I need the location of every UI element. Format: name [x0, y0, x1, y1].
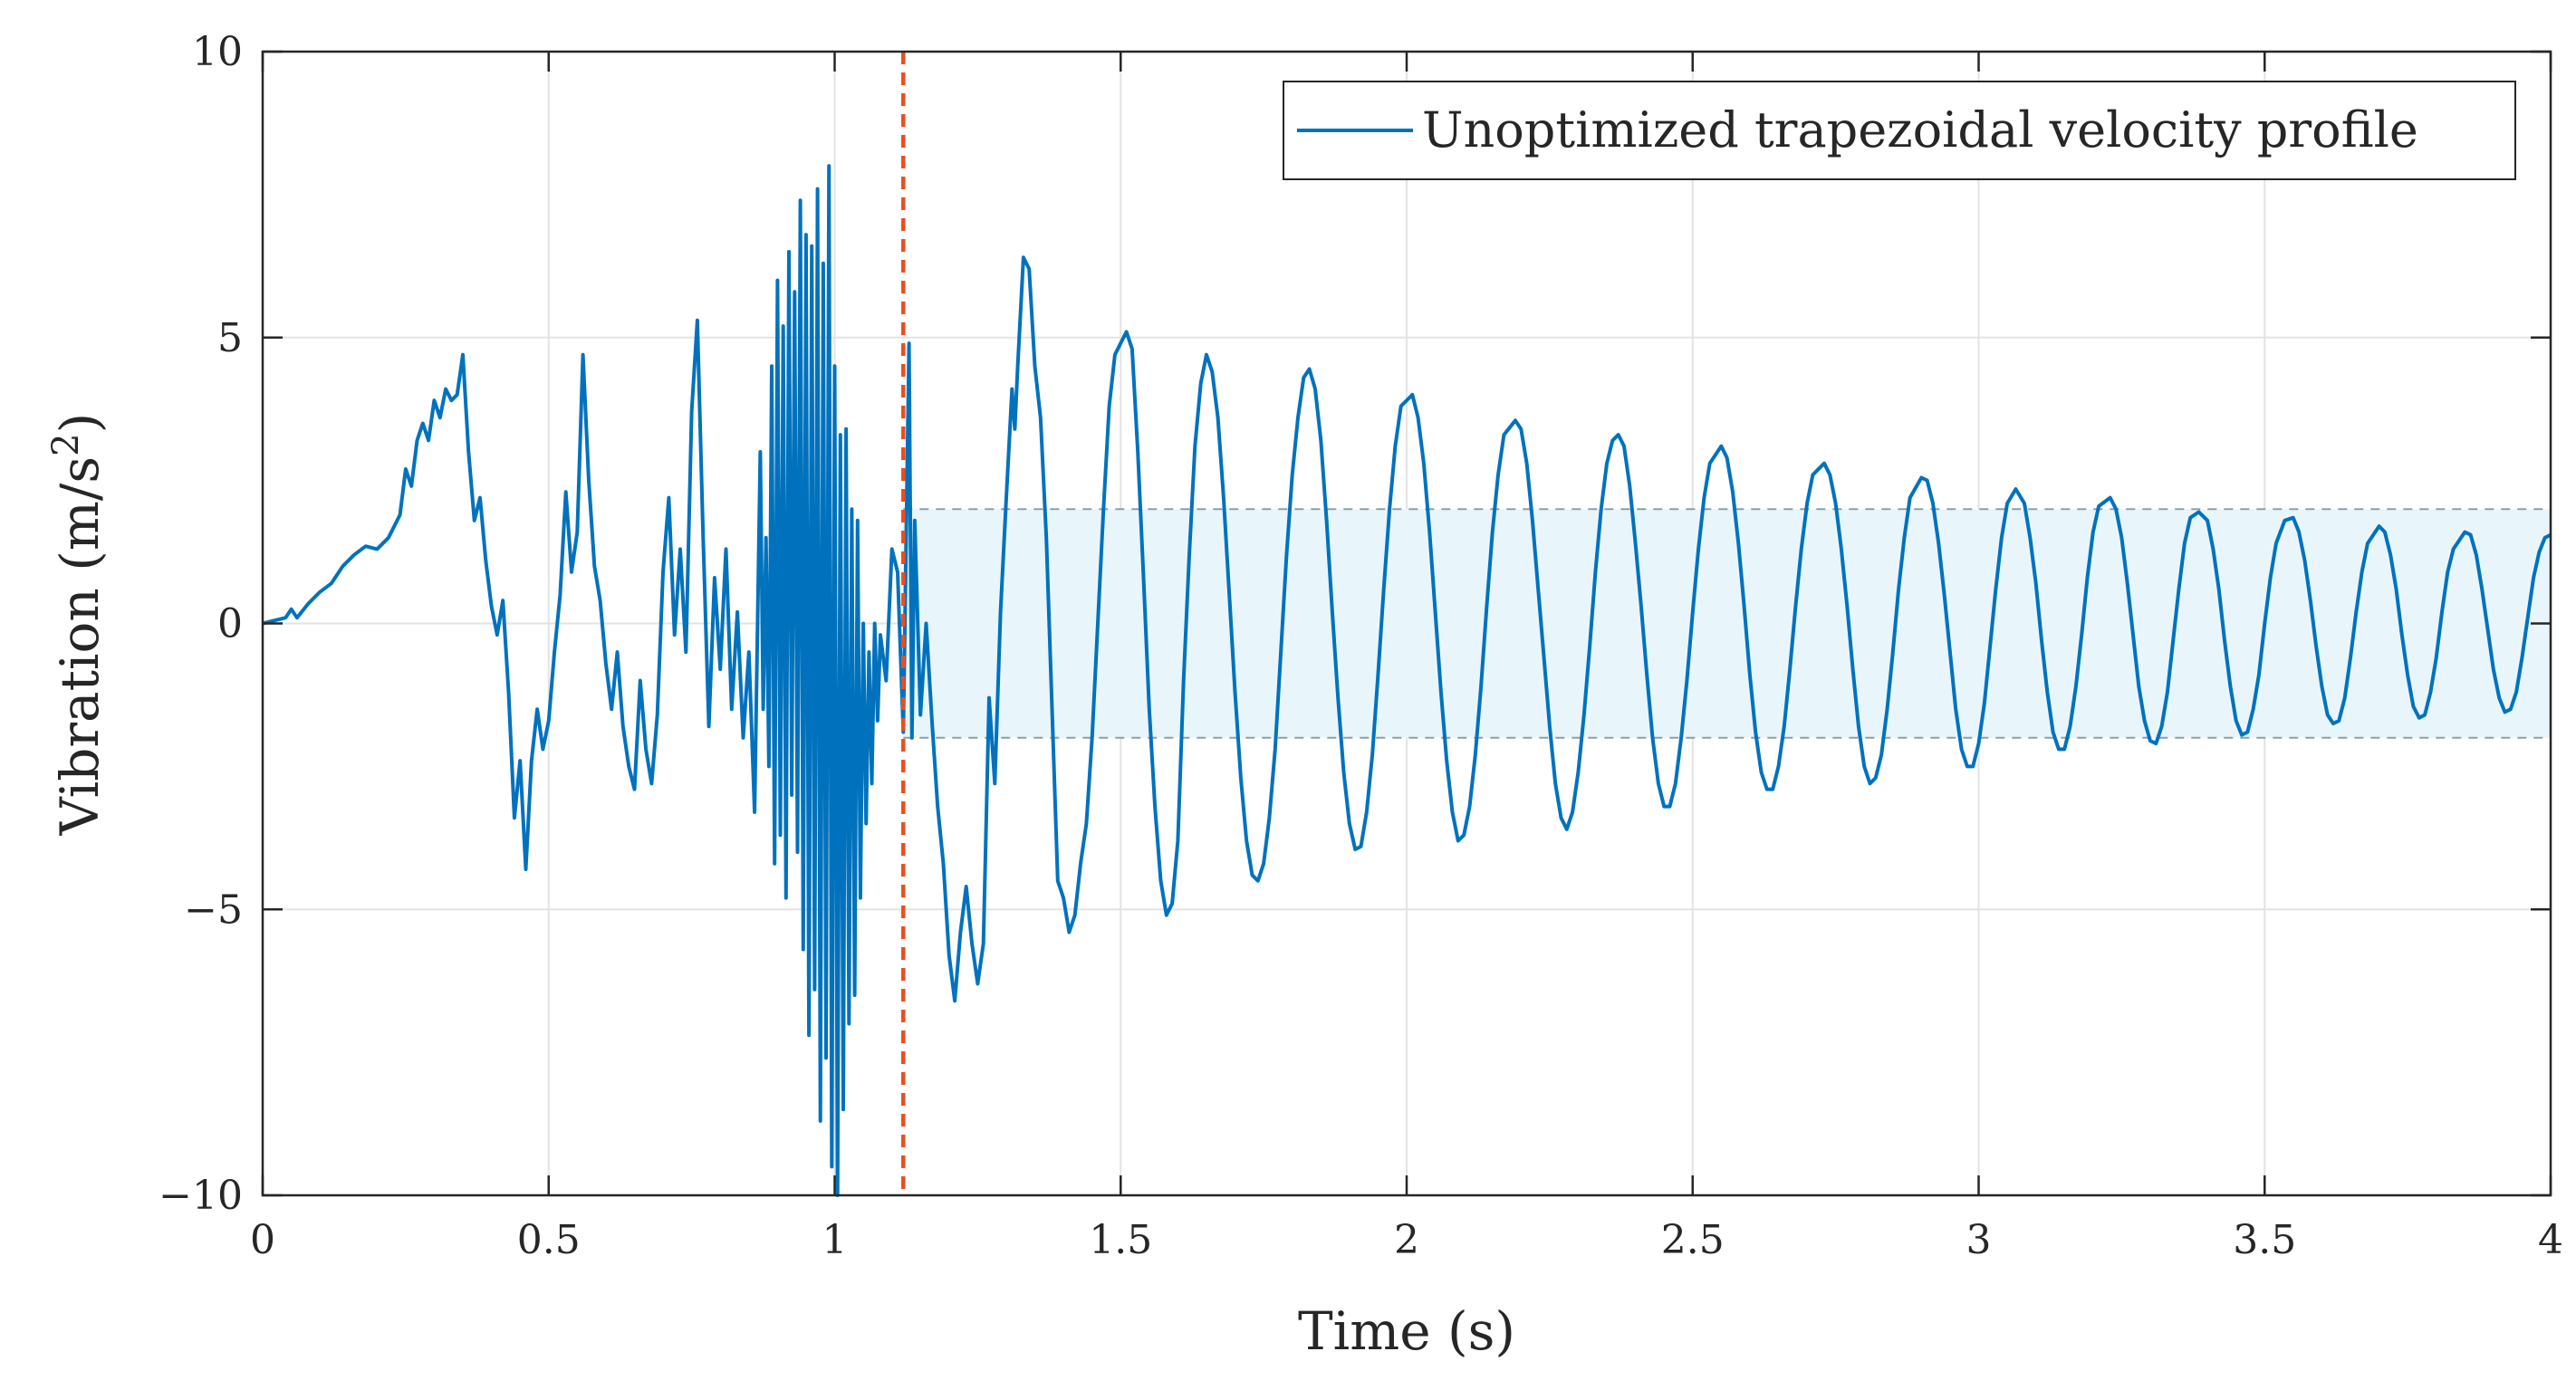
y-tick-label: −10	[159, 1173, 243, 1219]
y-axis-title-superscript: 2	[45, 433, 87, 455]
x-tick-label: 2	[1394, 1217, 1419, 1263]
y-tick-label: −5	[184, 887, 243, 933]
x-tick-label: 3.5	[2233, 1217, 2296, 1263]
y-axis-title-tail: )	[49, 413, 111, 434]
axis-ticks: 0 0.5 1 1.5 2 2.5 3 3.5 4 −10 −5 0 5 10	[159, 29, 2563, 1263]
y-axis-title: Vibration (m/s2)	[45, 413, 111, 836]
y-tick-label: 0	[217, 601, 243, 647]
x-tick-label: 1.5	[1089, 1217, 1152, 1263]
x-tick-label: 2.5	[1661, 1217, 1725, 1263]
legend-box	[1283, 81, 2516, 180]
y-tick-label: 5	[217, 315, 243, 361]
legend-label: Unoptimized trapezoidal velocity profile	[1422, 101, 2418, 158]
legend: Unoptimized trapezoidal velocity profile	[1283, 81, 2516, 180]
series-layer	[262, 164, 2552, 1197]
y-axis-title-base: Vibration (m/s	[49, 456, 111, 836]
series-line	[262, 164, 2552, 1197]
x-axis-title: Time (s)	[1298, 1300, 1515, 1362]
x-tick-label: 4	[2538, 1217, 2563, 1263]
x-tick-label: 1	[822, 1217, 848, 1263]
x-tick-label: 3	[1966, 1217, 1992, 1263]
x-tick-label: 0	[250, 1217, 275, 1263]
x-tick-label: 0.5	[517, 1217, 581, 1263]
y-tick-label: 10	[192, 29, 243, 75]
